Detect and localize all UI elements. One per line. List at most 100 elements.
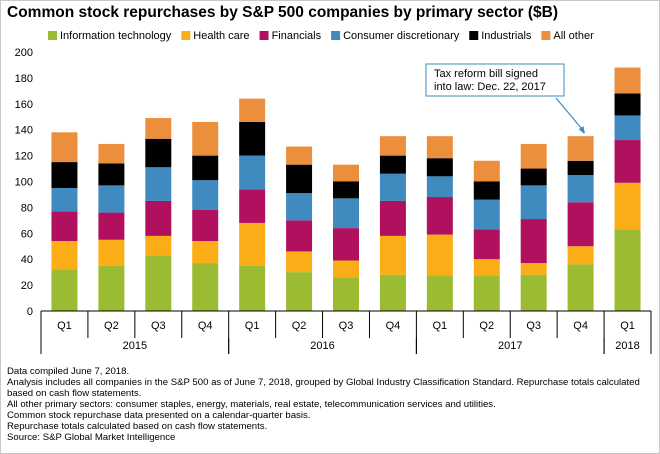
bar-segment <box>614 140 641 183</box>
legend-label: All other <box>553 30 594 42</box>
legend-swatch <box>541 31 551 40</box>
x-tick-label: Q1 <box>433 320 448 332</box>
y-tick-label: 20 <box>21 280 33 292</box>
year-label: 2015 <box>123 340 147 352</box>
bar-segment <box>520 274 547 311</box>
y-tick-label: 60 <box>21 228 33 240</box>
bar-segment <box>239 155 266 190</box>
legend-item: Information technology <box>48 30 172 42</box>
bar-segment <box>426 276 453 311</box>
bar-segment <box>379 200 406 236</box>
y-tick-label: 120 <box>15 151 33 163</box>
bar-segment <box>426 136 453 159</box>
legend-label: Health care <box>193 30 249 42</box>
x-tick-label: Q1 <box>245 320 260 332</box>
bar-segment <box>192 263 219 311</box>
y-tick-label: 100 <box>15 177 33 189</box>
x-tick-label: Q1 <box>57 320 72 332</box>
note-line: Common stock repurchase data presented o… <box>7 410 311 421</box>
y-tick-label: 0 <box>27 306 33 318</box>
year-label: 2016 <box>310 340 334 352</box>
x-tick-label: Q2 <box>292 320 307 332</box>
bar-segment <box>239 121 266 156</box>
y-tick-label: 180 <box>15 73 33 85</box>
bar-segment <box>520 185 547 220</box>
x-tick-label: Q4 <box>573 320 588 332</box>
bar-segment <box>614 229 641 311</box>
bar-segment <box>614 67 641 94</box>
bar-segment <box>426 197 453 235</box>
note-line: Data compiled June 7, 2018. <box>7 366 130 377</box>
bar-segment <box>145 255 172 311</box>
bar-segment <box>379 155 406 174</box>
bar-segment <box>286 220 313 252</box>
bar-segment <box>473 181 500 200</box>
annotation-arrow <box>555 97 586 133</box>
bar-segment <box>239 265 266 311</box>
bar-segment <box>239 98 266 122</box>
annotation-box <box>425 63 565 97</box>
y-tick-label: 200 <box>15 47 33 59</box>
legend-swatch <box>469 31 479 40</box>
legend-label: Information technology <box>60 30 172 42</box>
bar-segment <box>567 264 594 311</box>
annotation-text: Tax reform bill signed <box>434 68 538 80</box>
bar-segment <box>51 187 78 212</box>
bar-segment <box>426 158 453 177</box>
bar-segment <box>614 182 641 230</box>
bar-segment <box>333 260 359 278</box>
bar-segment <box>145 118 172 139</box>
bar-segment <box>333 277 359 311</box>
y-tick-label: 160 <box>15 99 33 111</box>
bar-segment <box>98 143 125 164</box>
bar-segment <box>192 121 219 156</box>
bar-segment <box>98 163 125 186</box>
bar-segment <box>520 143 547 169</box>
legend-item: All other <box>541 30 594 42</box>
bar-segment <box>145 200 172 236</box>
bar-segment <box>98 239 125 266</box>
note-line: All other primary sectors: consumer stap… <box>7 399 496 410</box>
bar-segment <box>567 160 594 176</box>
bar-segment <box>473 276 500 311</box>
bar-segment <box>333 228 359 261</box>
bar-segment <box>98 212 125 240</box>
year-label: 2017 <box>498 340 522 352</box>
bar-segment <box>51 162 78 188</box>
bar-segment <box>379 235 406 275</box>
note-line: Analysis includes all companies in the S… <box>7 377 640 399</box>
bar-segment <box>192 155 219 181</box>
bar-segment <box>145 138 172 168</box>
bar-segment <box>567 175 594 203</box>
notes: Data compiled June 7, 2018. Analysis inc… <box>7 366 653 443</box>
bar-segment <box>520 168 547 186</box>
chart-title: Common stock repurchases by S&P 500 comp… <box>7 4 559 21</box>
legend-item: Consumer discretionary <box>331 30 460 42</box>
x-tick-label: Q2 <box>479 320 494 332</box>
legend-swatch <box>259 31 269 40</box>
bar-segment <box>520 219 547 264</box>
bar-segment <box>520 263 547 275</box>
y-tick-label: 80 <box>21 202 33 214</box>
bar-segment <box>286 164 313 194</box>
legend-label: Industrials <box>481 30 532 42</box>
bar-segment <box>145 167 172 201</box>
bar-segment <box>567 202 594 247</box>
bar-segment <box>192 209 219 242</box>
legend-swatch <box>331 31 341 40</box>
bar-segment <box>239 189 266 223</box>
x-tick-label: Q4 <box>198 320 213 332</box>
legend-label: Consumer discretionary <box>343 30 460 42</box>
legend-item: Financials <box>259 30 322 42</box>
bar-segment <box>98 185 125 213</box>
bar-segment <box>473 259 500 277</box>
bar-segment <box>192 241 219 264</box>
bar-segment <box>614 93 641 116</box>
x-tick-label: Q4 <box>386 320 401 332</box>
bar-segment <box>473 229 500 260</box>
legend-swatch <box>181 31 191 40</box>
bar-segment <box>51 211 78 242</box>
x-tick-label: Q1 <box>620 320 635 332</box>
bar-segment <box>286 251 313 273</box>
